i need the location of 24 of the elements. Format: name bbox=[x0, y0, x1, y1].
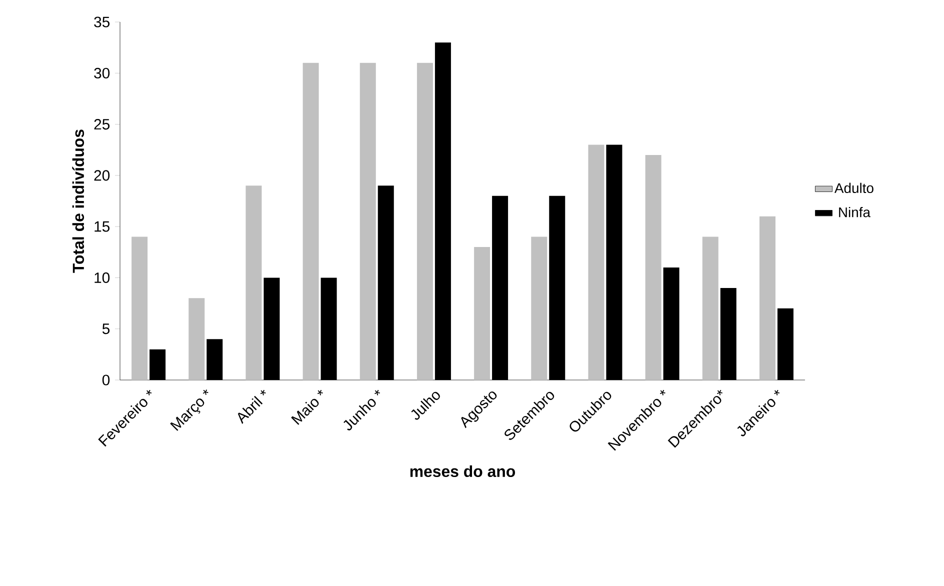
bar bbox=[531, 236, 548, 380]
legend-label: Adulto bbox=[834, 182, 874, 194]
bar bbox=[302, 62, 319, 380]
y-tick-label: 35 bbox=[94, 16, 110, 28]
bar bbox=[188, 298, 205, 380]
x-axis-title: meses do ano bbox=[410, 465, 516, 478]
y-tick-label: 25 bbox=[94, 118, 110, 130]
y-tick-label: 5 bbox=[102, 324, 110, 334]
y-axis-title: Total de indivíduos bbox=[72, 130, 84, 273]
legend-label: Ninfa bbox=[839, 206, 870, 218]
bar bbox=[645, 154, 662, 380]
y-tick-label: 10 bbox=[94, 272, 110, 283]
bar bbox=[132, 236, 148, 380]
bar bbox=[416, 62, 433, 380]
y-tick-label: 15 bbox=[94, 221, 110, 232]
bar bbox=[588, 144, 604, 380]
bar bbox=[360, 62, 376, 380]
y-tick-label: 30 bbox=[94, 68, 110, 78]
y-tick-label: 20 bbox=[94, 170, 110, 181]
bar bbox=[702, 236, 718, 380]
y-tick-label: 0 bbox=[102, 374, 110, 386]
bar bbox=[246, 186, 262, 380]
bar bbox=[474, 247, 490, 380]
bar bbox=[759, 216, 776, 380]
